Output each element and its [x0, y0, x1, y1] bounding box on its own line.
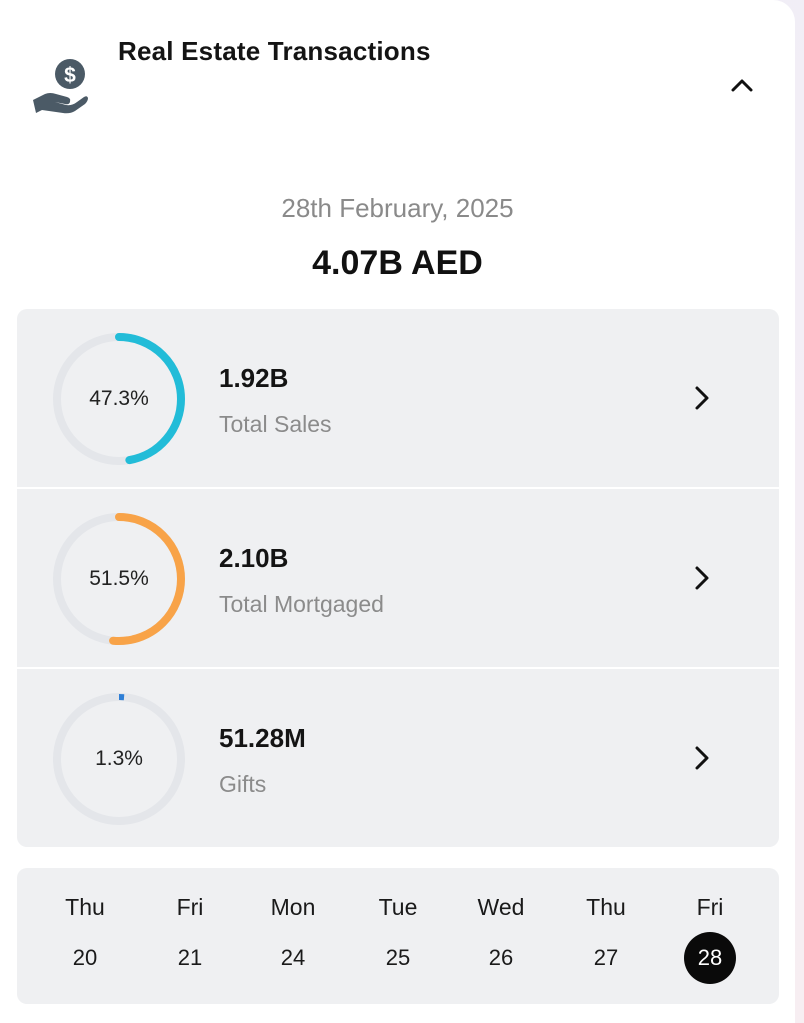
- metric-value: 51.28M: [219, 723, 306, 753]
- money-hand-icon: $: [33, 59, 88, 114]
- row-divider: [17, 667, 779, 669]
- metric-value: 1.92B: [219, 363, 289, 393]
- metric-row-gifts[interactable]: 1.3% 51.28M Gifts: [17, 669, 779, 847]
- metric-label: Total Mortgaged: [219, 591, 384, 617]
- chevron-right-icon: [695, 386, 709, 410]
- total-amount: 4.07B AED: [312, 244, 483, 282]
- svg-text:$: $: [64, 64, 76, 87]
- date-option[interactable]: Fri 21: [145, 868, 235, 1004]
- percent-label: 1.3%: [95, 747, 143, 770]
- day-number: 20: [72, 945, 98, 970]
- row-divider: [17, 487, 779, 489]
- chevron-right-icon: [695, 746, 709, 770]
- gifts-progress-ring: [53, 693, 185, 825]
- date-option[interactable]: Wed 26: [456, 868, 546, 1004]
- weekday-label: Fri: [176, 894, 204, 920]
- card-title: Real Estate Transactions: [118, 36, 431, 66]
- date-selector: Thu 20 Fri 21 Mon 24 Tue 25 Wed 26 Thu 2…: [17, 868, 779, 1004]
- collapse-button[interactable]: [724, 68, 760, 104]
- sales-progress-ring: [53, 333, 185, 465]
- gifts-ring-arc: [54, 694, 184, 824]
- weekday-label: Wed: [477, 894, 525, 920]
- date-option[interactable]: Thu 27: [561, 868, 651, 1004]
- date-option[interactable]: Mon 24: [248, 868, 338, 1004]
- chevron-right-icon: [695, 566, 709, 590]
- day-number: 27: [593, 945, 619, 970]
- metric-row-total-sales[interactable]: 47.3% 1.92B Total Sales: [17, 309, 779, 487]
- day-number: 25: [385, 945, 411, 970]
- day-number: 21: [177, 945, 203, 970]
- date-option[interactable]: Fri 28: [665, 868, 755, 1004]
- sales-ring-arc: [53, 333, 185, 465]
- weekday-label: Thu: [65, 894, 105, 920]
- mortgaged-ring-arc: [53, 513, 185, 645]
- weekday-label: Tue: [378, 894, 418, 920]
- weekday-label: Mon: [270, 894, 316, 920]
- metric-value: 2.10B: [219, 543, 289, 573]
- weekday-label: Thu: [586, 894, 626, 920]
- metric-label: Gifts: [219, 771, 267, 797]
- metric-row-total-mortgaged[interactable]: 51.5% 2.10B Total Mortgaged: [17, 489, 779, 667]
- date-option[interactable]: Thu 20: [40, 868, 130, 1004]
- metrics-list: 47.3% 1.92B Total Sales 51.5% 2.10B Tota…: [17, 309, 779, 847]
- day-number: 28: [684, 932, 736, 984]
- weekday-label: Fri: [696, 894, 724, 920]
- percent-label: 47.3%: [89, 387, 149, 410]
- day-number: 24: [280, 945, 306, 970]
- metric-label: Total Sales: [219, 411, 332, 437]
- selected-date: 28th February, 2025: [281, 193, 514, 223]
- chevron-up-icon: [731, 79, 753, 92]
- day-number: 26: [488, 945, 514, 970]
- mortgaged-progress-ring: [53, 513, 185, 645]
- date-option[interactable]: Tue 25: [353, 868, 443, 1004]
- percent-label: 51.5%: [89, 567, 149, 590]
